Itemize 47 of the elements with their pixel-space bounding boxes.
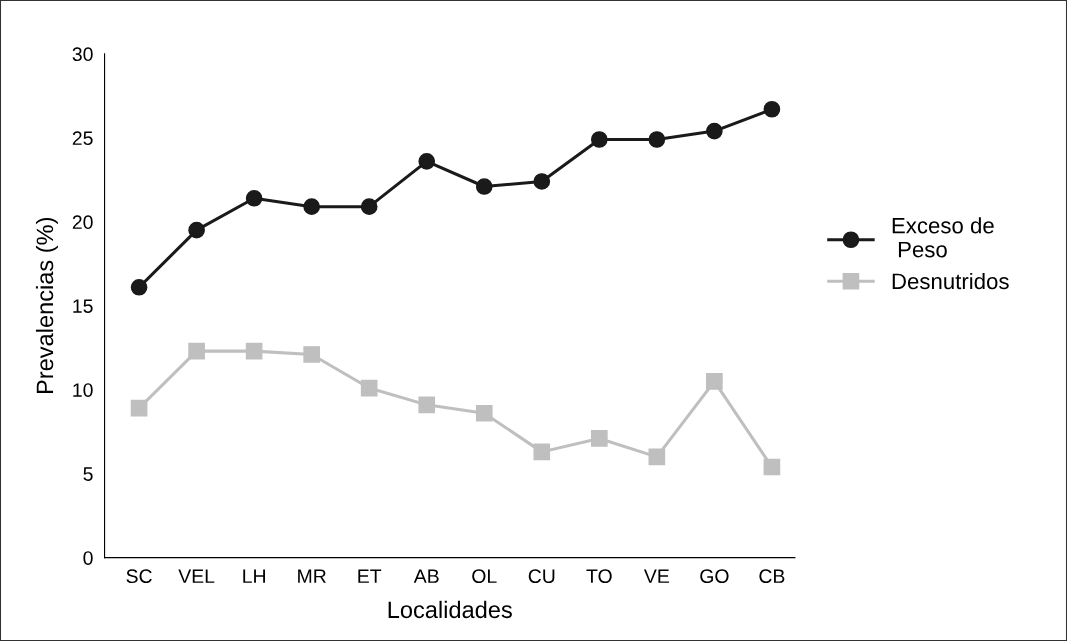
y-tick-label: 0 [83,551,93,565]
point [245,189,263,207]
y-tick-label: 10 [73,383,93,397]
x-tick-label: OL [472,569,497,584]
point [590,131,608,148]
point [763,458,781,476]
point [188,221,205,239]
x-tick-label: SC [126,569,152,584]
point [475,404,493,422]
x-tick-label: TO [586,569,612,584]
x-tick-label: VE [643,569,669,583]
x-tick-label: AB [413,569,439,583]
legend-label: Exceso de Peso [892,217,994,258]
y-tick-label: 30 [72,47,93,62]
y-axis-title: Prevalencias (%) [35,217,58,394]
point [130,278,148,296]
point [245,342,263,360]
y-tick-label: 15 [73,299,93,313]
x-tick-label: CU [528,569,555,584]
point [360,379,378,397]
point [648,131,666,148]
x-axis-title: Localidades [388,600,512,619]
x-tick-label: MR [298,569,326,583]
point [533,443,551,461]
x-tick-label: GO [700,569,729,584]
point [418,396,436,414]
y-tick-label: 20 [72,215,93,230]
point [188,342,205,360]
legend-label: Desnutridos [892,272,1009,290]
point [303,346,321,363]
point [418,152,436,170]
point [533,173,551,190]
y-tick-label: 25 [72,131,93,146]
point [706,122,723,140]
point [303,198,321,216]
point [590,430,608,447]
y-tick-label: 5 [83,467,93,481]
x-tick-label: ET [358,569,382,583]
point [706,372,723,390]
point [763,100,781,118]
point [475,178,493,195]
point [130,399,148,417]
x-tick-label: LH [243,569,265,583]
point [648,448,666,466]
point [360,198,378,216]
x-tick-label: CB [759,569,785,584]
x-tick-label: VEL [178,569,215,583]
